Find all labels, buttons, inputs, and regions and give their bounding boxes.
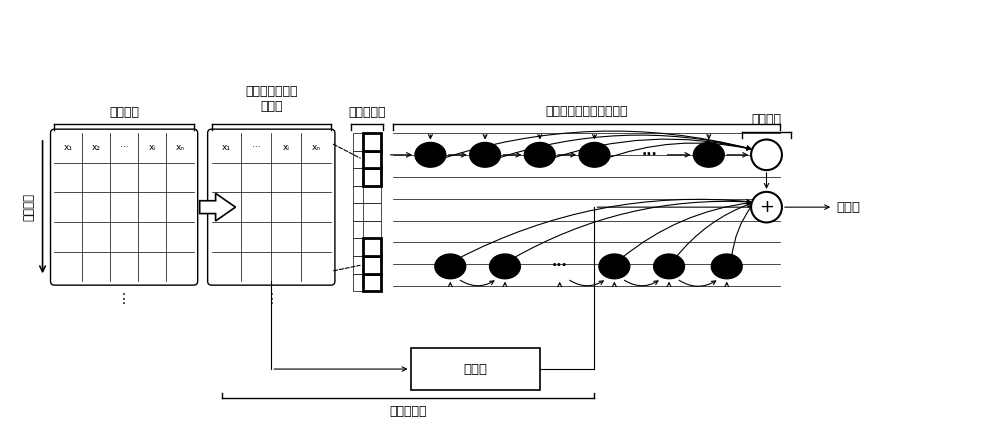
Bar [363, 274, 381, 291]
Text: xᵢ: xᵢ [283, 143, 290, 153]
Bar [363, 221, 381, 239]
Bar [363, 133, 381, 151]
Text: ···: ··· [252, 143, 261, 153]
Bar [363, 151, 381, 168]
Bar [363, 274, 381, 291]
Text: ···: ··· [641, 148, 657, 162]
Ellipse shape [470, 142, 500, 167]
Polygon shape [200, 193, 235, 221]
Text: ···: ··· [120, 143, 128, 153]
Bar [353, 168, 371, 186]
Bar [353, 221, 371, 239]
Ellipse shape [435, 254, 466, 279]
Text: xₙ: xₙ [175, 143, 184, 153]
Text: 原数据集: 原数据集 [109, 106, 139, 119]
Bar [363, 151, 381, 168]
Bar [363, 256, 381, 274]
Bar [363, 256, 381, 274]
Text: ⋮: ⋮ [264, 292, 278, 306]
Ellipse shape [654, 254, 684, 279]
Text: x₁: x₁ [222, 143, 231, 153]
Bar [353, 274, 371, 291]
Bar [353, 133, 371, 151]
Ellipse shape [711, 254, 742, 279]
Bar [363, 239, 381, 256]
Text: x₁: x₁ [64, 143, 73, 153]
Bar [353, 186, 371, 203]
Text: 时间序列: 时间序列 [22, 193, 35, 221]
Bar [411, 348, 540, 390]
Text: +: + [759, 198, 774, 216]
Text: x₂: x₂ [92, 143, 101, 153]
Ellipse shape [415, 142, 446, 167]
Text: 自回归模块: 自回归模块 [389, 405, 427, 418]
Text: 循环层与循环跳跃层模块: 循环层与循环跳跃层模块 [545, 105, 628, 118]
Bar [363, 186, 381, 203]
Text: 输出模块: 输出模块 [752, 113, 782, 126]
Bar [353, 151, 371, 168]
Bar [353, 239, 371, 256]
Ellipse shape [524, 142, 555, 167]
Text: 预测值: 预测值 [836, 201, 860, 214]
FancyBboxPatch shape [51, 129, 198, 285]
Bar [353, 203, 371, 221]
Text: 卷积层模块: 卷积层模块 [348, 106, 385, 119]
Bar [363, 133, 381, 151]
Text: xₙ: xₙ [312, 143, 321, 153]
Bar [353, 256, 371, 274]
Ellipse shape [693, 142, 724, 167]
Ellipse shape [490, 254, 520, 279]
Circle shape [751, 192, 782, 222]
Ellipse shape [599, 254, 630, 279]
Text: xᵢ: xᵢ [148, 143, 155, 153]
Text: ···: ··· [552, 260, 568, 274]
Bar [363, 168, 381, 186]
Bar [363, 203, 381, 221]
Text: 自回归: 自回归 [463, 363, 487, 375]
Bar [363, 168, 381, 186]
Text: 随机森林特征筛
选模块: 随机森林特征筛 选模块 [245, 85, 298, 113]
Bar [363, 239, 381, 256]
Ellipse shape [579, 142, 610, 167]
Circle shape [751, 139, 782, 170]
FancyBboxPatch shape [208, 129, 335, 285]
Text: ⋮: ⋮ [117, 292, 131, 306]
